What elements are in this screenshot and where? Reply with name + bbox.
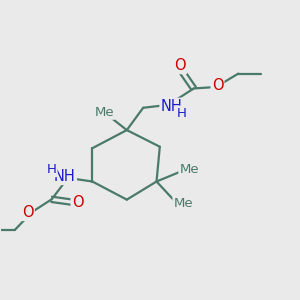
Text: O: O [22,205,34,220]
Text: O: O [175,58,186,73]
Text: O: O [72,195,83,210]
Text: H: H [47,163,57,176]
Text: Me: Me [179,163,199,176]
Text: Me: Me [95,106,114,119]
Text: Me: Me [173,197,193,210]
Text: NH: NH [54,169,76,184]
Text: H: H [177,106,187,120]
Text: O: O [212,78,223,93]
Text: NH: NH [160,99,182,114]
